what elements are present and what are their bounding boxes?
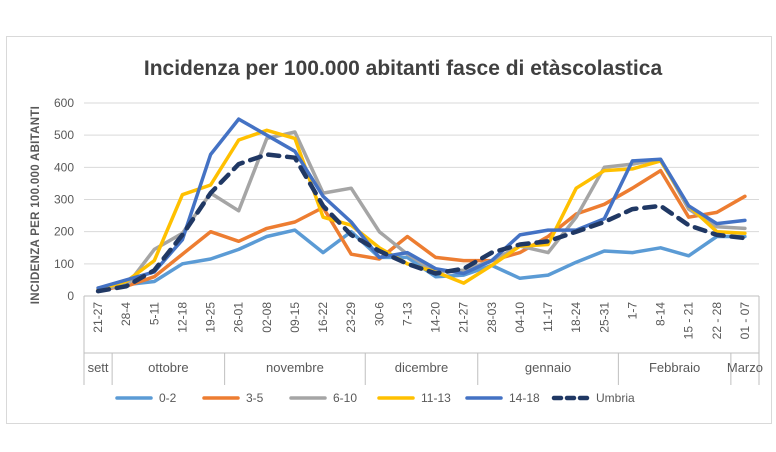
- x-tick-label: 28-4: [119, 302, 133, 326]
- y-tick-label: 300: [54, 193, 74, 207]
- legend: 0-2 3-5 6-10 11-13 14-18 Umbria: [117, 391, 635, 405]
- series-lines: 0-23-56-1011-1314-18Umbria: [98, 119, 745, 291]
- group-label: Febbraio: [649, 360, 700, 375]
- group-label: gennaio: [525, 360, 571, 375]
- y-tick-label: 500: [54, 128, 74, 142]
- x-tick-label: 04-10: [513, 302, 527, 333]
- y-tick-label: 200: [54, 225, 74, 239]
- chart-frame: Incidenza per 100.000 abitanti fasce di …: [6, 36, 772, 424]
- y-tick-labels: 0 100 200 300 400 500 600: [54, 96, 74, 303]
- legend-label: 6-10: [333, 391, 357, 405]
- x-tick-label: 12-18: [175, 302, 189, 333]
- y-axis-label: INCIDENZA PER 100.000 ABITANTI: [30, 106, 42, 304]
- x-tick-label: 19-25: [204, 302, 218, 333]
- x-tick-label: 23-29: [344, 302, 358, 333]
- series-line-6-10: 6-10: [98, 132, 745, 288]
- x-tick-label: 30-6: [372, 302, 386, 326]
- legend-label: 3-5: [246, 391, 264, 405]
- legend-label: 0-2: [159, 391, 177, 405]
- x-tick-labels: 21-27 28-4 5-11 12-18 19-25 26-01 02-08 09-15 16…: [91, 302, 752, 340]
- gridlines: [84, 103, 759, 264]
- group-label: dicembre: [395, 360, 448, 375]
- x-tick-label: 14-20: [429, 302, 443, 333]
- x-tick-label: 11-17: [541, 302, 555, 332]
- y-tick-label: 600: [54, 96, 74, 110]
- y-tick-label: 0: [67, 289, 74, 303]
- x-tick-label: 16-22: [316, 302, 330, 333]
- x-group-labels: sett ottobre novembre dicembre gennaio Febbra…: [88, 353, 763, 385]
- line-chart: Incidenza per 100.000 abitanti fasce di …: [7, 37, 771, 423]
- x-tick-label: 22 - 28: [710, 302, 724, 340]
- legend-label: Umbria: [596, 391, 635, 405]
- y-tick-label: 400: [54, 160, 74, 174]
- x-tick-label: 09-15: [288, 302, 302, 333]
- x-tick-label: 15 - 21: [682, 302, 696, 340]
- series-line-umbria: Umbria: [98, 155, 745, 292]
- x-tick-label: 21-27: [457, 302, 471, 333]
- chart-title: Incidenza per 100.000 abitanti fasce di …: [144, 57, 663, 80]
- x-tick-label: 26-01: [232, 302, 246, 333]
- x-tick-label: 01 - 07: [738, 302, 752, 340]
- x-tick-label: 7-13: [400, 302, 414, 326]
- group-label: ottobre: [148, 360, 188, 375]
- y-tick-label: 100: [54, 257, 74, 271]
- x-tick-label: 5-11: [147, 302, 161, 325]
- x-tick-label: 21-27: [91, 302, 105, 333]
- group-label: novembre: [266, 360, 324, 375]
- x-tick-label: 25-31: [597, 302, 611, 333]
- group-label: sett: [88, 360, 109, 375]
- legend-label: 14-18: [509, 391, 540, 405]
- legend-label: 11-13: [421, 391, 451, 405]
- series-line-3-5: 3-5: [98, 171, 745, 290]
- x-tick-label: 18-24: [569, 302, 583, 333]
- x-tick-label: 28-03: [485, 302, 499, 333]
- x-tick-label: 8-14: [654, 302, 668, 326]
- x-tick-label: 02-08: [260, 302, 274, 333]
- group-label: Marzo: [727, 360, 763, 375]
- x-tick-label: 1-7: [625, 302, 639, 320]
